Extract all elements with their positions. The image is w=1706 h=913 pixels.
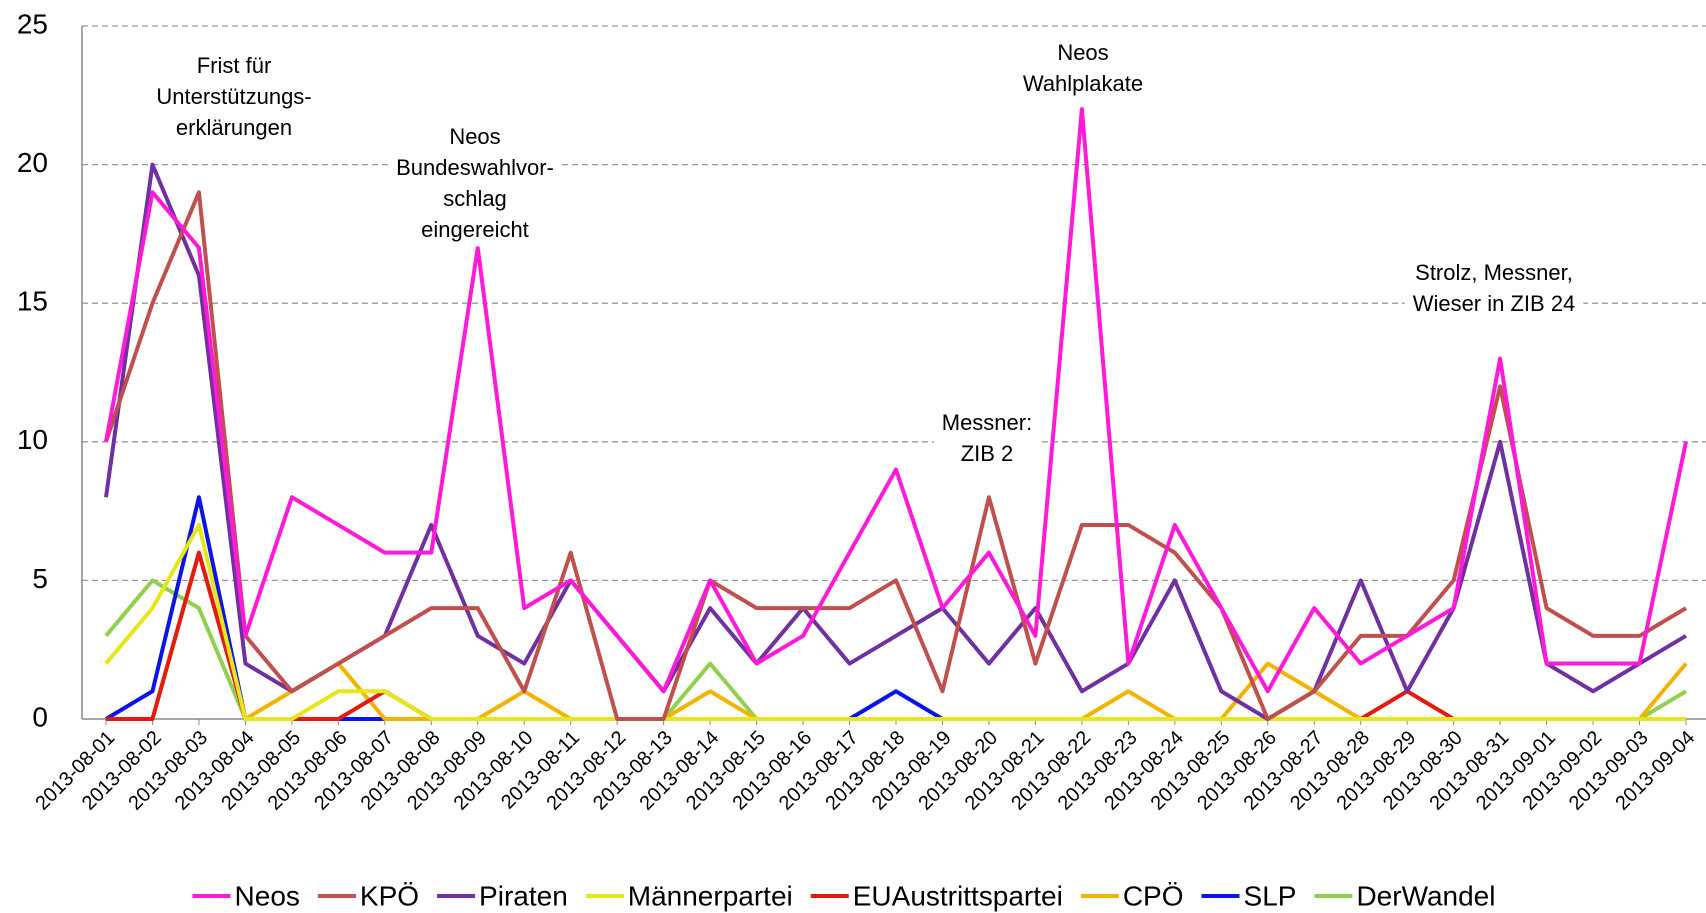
legend-label: CPÖ: [1123, 880, 1184, 911]
legend-label: Neos: [235, 880, 300, 911]
legend-label: KPÖ: [360, 880, 419, 911]
annotation: Messner:: [942, 410, 1032, 435]
annotation-bg: [1404, 258, 1584, 321]
legend-label: Piraten: [479, 880, 568, 911]
annotation: schlag: [443, 186, 507, 211]
series-line: [104, 578, 1688, 721]
annotation: Wieser in ZIB 24: [1413, 291, 1576, 316]
annotation: Unterstützungs-: [156, 84, 311, 109]
annotation: Strolz, Messner,: [1415, 260, 1573, 285]
annotation-bg: [1014, 38, 1152, 101]
legend-label: Männerpartei: [628, 880, 793, 911]
annotation: erklärungen: [176, 115, 292, 140]
series-line: [104, 495, 1686, 721]
legend-label: EUAustrittspartei: [853, 880, 1063, 911]
series-line: [104, 107, 1688, 694]
series-line: [104, 522, 1686, 721]
annotation: Neos: [1057, 40, 1108, 65]
legend-label: DerWandel: [1356, 880, 1495, 911]
annotation: Frist für: [197, 53, 272, 78]
annotation: ZIB 2: [961, 441, 1014, 466]
legend-label: SLP: [1244, 880, 1297, 911]
annotation: eingereicht: [421, 217, 529, 242]
y-tick-label: 5: [32, 563, 48, 594]
y-tick-label: 15: [17, 286, 48, 317]
annotation: Bundeswahlvor-: [396, 155, 554, 180]
annotation: Wahlplakate: [1023, 71, 1143, 96]
annotation: Neos: [449, 124, 500, 149]
legend: Neos KPÖ Piraten Männerpartei EUAustrittspar…: [192, 880, 1495, 911]
y-tick-label: 25: [17, 8, 48, 39]
annotation-bg: [148, 51, 320, 145]
annotations: Frist für Unterstützungs-erklärungen Neos B…: [148, 38, 1584, 471]
annotation-bg: [388, 122, 562, 247]
lines-layer: [104, 107, 1688, 721]
y-tick-label: 10: [17, 424, 48, 455]
y-tick-label: 20: [17, 147, 48, 178]
y-tick-label: 0: [32, 701, 48, 732]
annotation-bg: [933, 408, 1041, 471]
series-line: [104, 190, 1688, 721]
